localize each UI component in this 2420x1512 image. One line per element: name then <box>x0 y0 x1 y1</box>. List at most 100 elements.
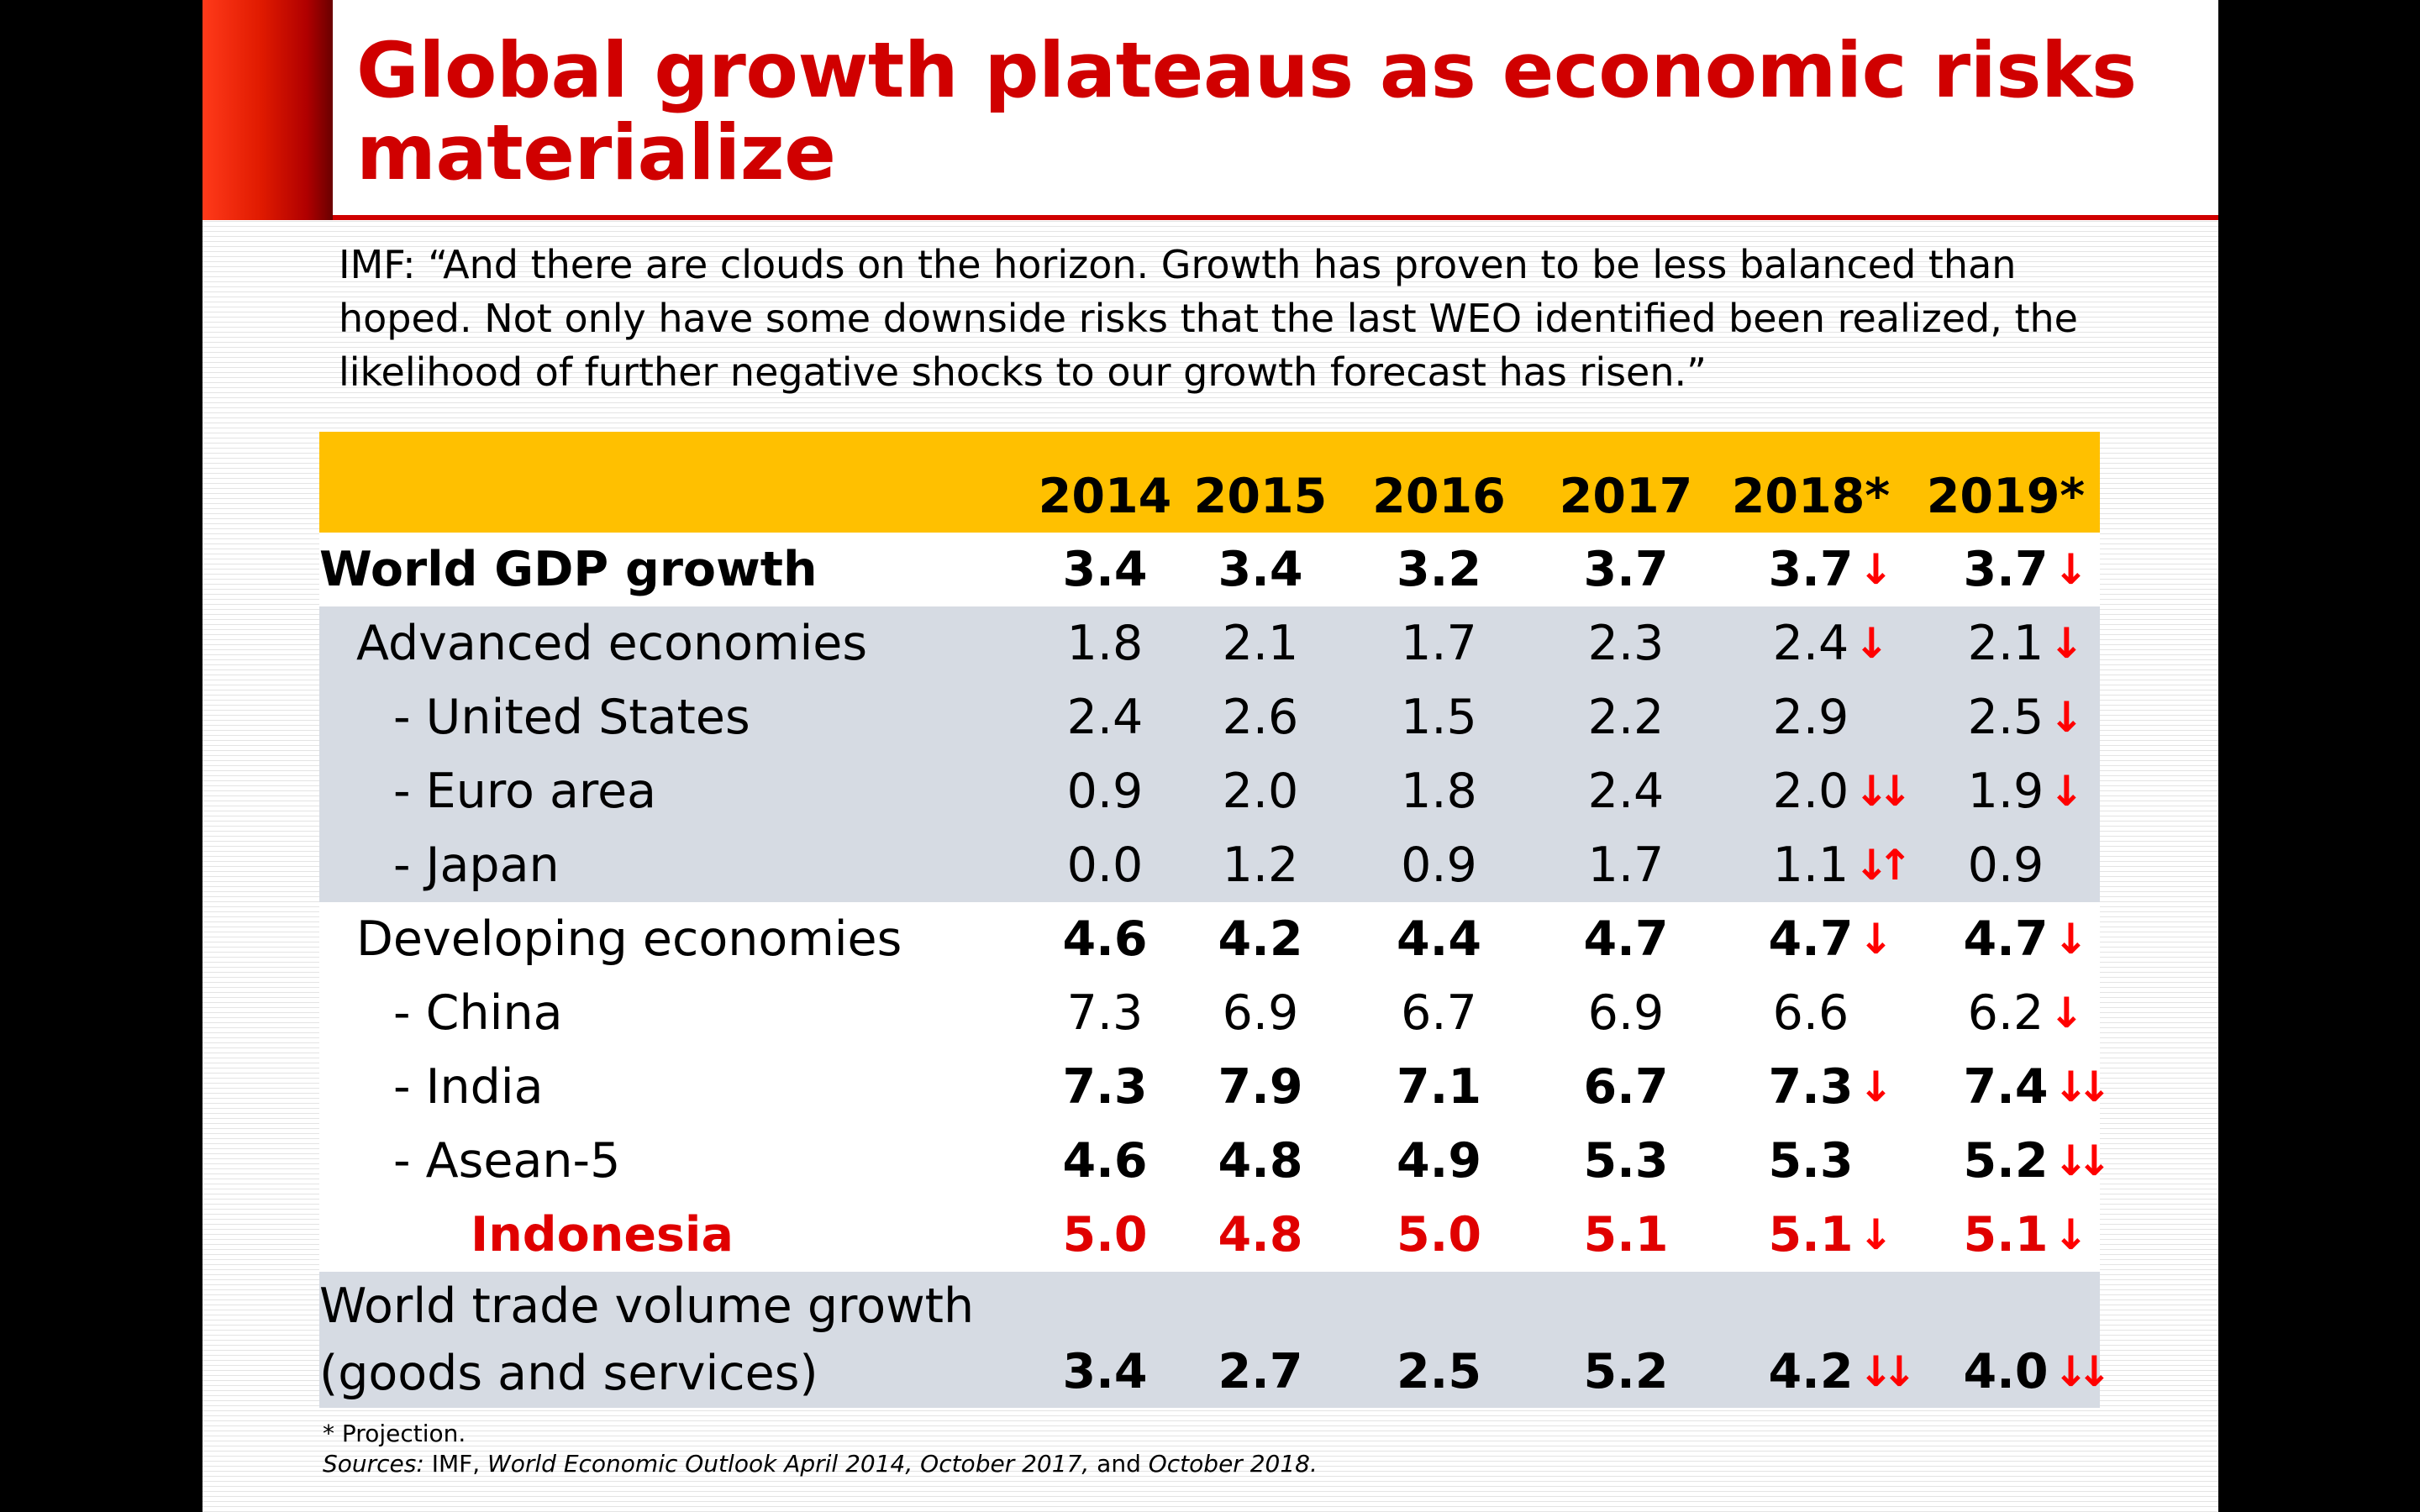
cell-value: 2.1 ↓ <box>1967 616 2085 671</box>
cell-value: 6.2 ↓ <box>1967 985 2085 1041</box>
table-row-advanced-economies: Advanced economies 1.8 2.1 1.7 2.3 2.4 ↓ … <box>319 606 2100 680</box>
cell-value: 3.4 <box>1062 1344 1148 1399</box>
cell-value: 6.9 <box>1587 985 1665 1041</box>
cell-value: 4.0 ↓↓ <box>1963 1344 2112 1399</box>
table-row-japan: - Japan 0.0 1.2 0.9 1.7 1.1 ↓↑ 0.9 <box>319 828 2100 902</box>
cell-value: 5.3 <box>1768 1133 1854 1189</box>
cell-value: 1.5 <box>1401 690 1477 745</box>
cell-value: 2.7 <box>1218 1344 1303 1399</box>
slide: Global growth plateaus as economic risks… <box>203 0 2218 1512</box>
growth-table: 2014 2015 2016 2017 2018* 2019* World GD… <box>319 432 2112 1408</box>
cell-value: 6.6 <box>1772 985 1849 1041</box>
cell-value: 2.2 <box>1587 690 1665 745</box>
row-label: Advanced economies <box>356 616 868 671</box>
cell-value: 4.7 ↓ <box>1963 911 2089 967</box>
header-label-blank <box>319 432 1025 533</box>
row-label-line1: World trade volume growth <box>319 1278 975 1334</box>
down-arrow-icon: ↓ <box>2049 619 2084 668</box>
cell-value: 1.8 <box>1401 764 1477 819</box>
sources-publication: World Economic Outlook April 2014, Octob… <box>487 1450 1090 1478</box>
red-accent-bar <box>203 0 333 220</box>
row-label: World GDP growth <box>319 542 818 597</box>
double-down-arrow-icon: ↓↓ <box>2053 1137 2112 1185</box>
cell-value: 4.8 <box>1218 1133 1303 1189</box>
table-row-world-trade: World trade volume growth (goods and ser… <box>319 1272 2112 1408</box>
cell-value: 1.8 <box>1066 616 1144 671</box>
title-background <box>333 0 2218 215</box>
table-row-china: - China 7.3 6.9 6.7 6.9 6.6 6.2 ↓ <box>319 976 2100 1050</box>
cell-value: 5.0 <box>1062 1207 1148 1263</box>
table-row-india: - India 7.3 7.9 7.1 6.7 7.3 ↓ 7.4 ↓↓ <box>319 1050 2112 1124</box>
down-arrow-icon: ↓ <box>2049 767 2084 816</box>
cell-value: 6.9 <box>1222 985 1299 1041</box>
row-label: Indonesia <box>471 1207 734 1263</box>
cell-value: 3.2 <box>1397 542 1481 597</box>
growth-table-container: 2014 2015 2016 2017 2018* 2019* World GD… <box>319 432 2112 1408</box>
cell-value: 6.7 <box>1401 985 1477 1041</box>
header-year: 2018* <box>1731 469 1891 524</box>
cell-value: 2.0 <box>1222 764 1299 819</box>
cell-value: 0.9 <box>1967 837 2044 893</box>
cell-value: 4.6 <box>1062 1133 1148 1189</box>
cell-value: 5.1 <box>1583 1207 1669 1263</box>
sources-and: and <box>1089 1450 1149 1478</box>
cell-value: 1.2 <box>1222 837 1299 893</box>
header-year: 2016 <box>1372 469 1506 524</box>
header-year: 2015 <box>1193 469 1328 524</box>
sources-last: October 2018. <box>1148 1450 1318 1478</box>
cell-value: 5.2 <box>1583 1344 1669 1399</box>
cell-value: 3.4 <box>1062 542 1148 597</box>
cell-value: 5.0 <box>1397 1207 1481 1263</box>
cell-value: 0.9 <box>1066 764 1144 819</box>
cell-value: 7.3 <box>1062 1059 1148 1115</box>
cell-value: 1.1 ↓↑ <box>1772 837 1912 893</box>
cell-value: 2.5 <box>1397 1344 1481 1399</box>
cell-value: 0.0 <box>1066 837 1144 893</box>
down-arrow-icon: ↓ <box>2049 693 2084 742</box>
cell-value: 1.7 <box>1587 837 1665 893</box>
table-row-indonesia: Indonesia 5.0 4.8 5.0 5.1 5.1 ↓ 5.1 ↓ <box>319 1198 2100 1272</box>
cell-value: 7.1 <box>1397 1059 1481 1115</box>
header-year: 2019* <box>1926 469 2086 524</box>
row-label: - Euro area <box>393 764 657 819</box>
row-label: - Asean-5 <box>393 1133 621 1189</box>
cell-value: 2.4 <box>1066 690 1144 745</box>
table-row-euro-area: - Euro area 0.9 2.0 1.8 2.4 2.0 ↓↓ 1.9 ↓ <box>319 754 2100 828</box>
cell-value: 7.3 <box>1066 985 1144 1041</box>
double-down-arrow-icon: ↓↓ <box>1854 767 1912 816</box>
footnote: * Projection. <box>323 1420 466 1447</box>
table-row-asean-5: - Asean-5 4.6 4.8 4.9 5.3 5.3 5.2 ↓↓ <box>319 1124 2112 1198</box>
sources-org: IMF, <box>424 1450 488 1478</box>
cell-value: 5.1 ↓ <box>1963 1207 2089 1263</box>
cell-value: 4.6 <box>1062 911 1148 967</box>
row-label: - United States <box>393 690 750 745</box>
cell-value: 3.4 <box>1218 542 1303 597</box>
down-arrow-icon: ↓ <box>1858 915 1893 963</box>
cell-value: 2.4 ↓ <box>1772 616 1890 671</box>
down-arrow-icon: ↓ <box>2053 545 2088 594</box>
double-down-arrow-icon: ↓↓ <box>1858 1347 1917 1396</box>
cell-value: 7.9 <box>1218 1059 1303 1115</box>
imf-quote: IMF: “And there are clouds on the horizo… <box>339 242 2078 395</box>
cell-value: 5.1 ↓ <box>1768 1207 1894 1263</box>
down-arrow-icon: ↓ <box>1858 545 1893 594</box>
down-arrow-icon: ↓ <box>2053 1210 2088 1259</box>
cell-value: 2.6 <box>1222 690 1299 745</box>
cell-value: 0.9 <box>1401 837 1477 893</box>
table-row-world-gdp: World GDP growth 3.4 3.4 3.2 3.7 3.7 ↓ 3.… <box>319 533 2100 606</box>
row-label: - Japan <box>393 837 560 893</box>
down-arrow-icon: ↓ <box>1858 1210 1893 1259</box>
cell-value: 4.2 ↓↓ <box>1768 1344 1918 1399</box>
down-arrow-icon: ↓ <box>1858 1063 1893 1111</box>
table-row-united-states: - United States 2.4 2.6 1.5 2.2 2.9 2.5 ↓ <box>319 680 2100 754</box>
cell-value: 1.9 ↓ <box>1967 764 2085 819</box>
sources-line: Sources: IMF, World Economic Outlook Apr… <box>323 1450 1318 1478</box>
row-label: World trade volume growth (goods and ser… <box>319 1272 1025 1408</box>
cell-value: 3.7 ↓ <box>1963 542 2089 597</box>
header-year: 2017 <box>1559 469 1693 524</box>
cell-value: 2.4 <box>1587 764 1665 819</box>
cell-value: 2.3 <box>1587 616 1665 671</box>
cell-value: 5.2 ↓↓ <box>1963 1133 2112 1189</box>
sources-prefix: Sources: <box>323 1450 424 1478</box>
header-row: 2014 2015 2016 2017 2018* 2019* <box>319 432 2100 533</box>
